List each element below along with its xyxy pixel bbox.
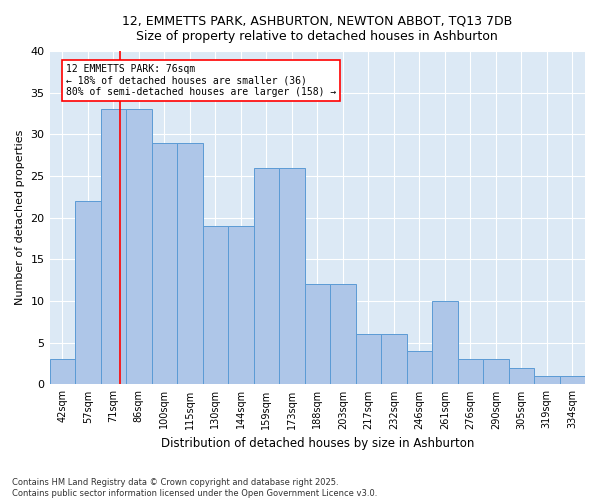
Bar xyxy=(330,284,356,384)
Bar xyxy=(101,110,126,384)
Text: 12 EMMETTS PARK: 76sqm
← 18% of detached houses are smaller (36)
80% of semi-det: 12 EMMETTS PARK: 76sqm ← 18% of detached… xyxy=(66,64,337,97)
Bar xyxy=(534,376,560,384)
Bar xyxy=(279,168,305,384)
Bar xyxy=(254,168,279,384)
Title: 12, EMMETTS PARK, ASHBURTON, NEWTON ABBOT, TQ13 7DB
Size of property relative to: 12, EMMETTS PARK, ASHBURTON, NEWTON ABBO… xyxy=(122,15,512,43)
Bar xyxy=(75,201,101,384)
Bar xyxy=(458,360,483,384)
Bar xyxy=(126,110,152,384)
Y-axis label: Number of detached properties: Number of detached properties xyxy=(15,130,25,306)
Bar xyxy=(228,226,254,384)
Bar xyxy=(432,301,458,384)
Text: Contains HM Land Registry data © Crown copyright and database right 2025.
Contai: Contains HM Land Registry data © Crown c… xyxy=(12,478,377,498)
Bar xyxy=(407,351,432,384)
Bar xyxy=(152,143,177,384)
Bar xyxy=(381,334,407,384)
Bar xyxy=(305,284,330,384)
Bar xyxy=(483,360,509,384)
X-axis label: Distribution of detached houses by size in Ashburton: Distribution of detached houses by size … xyxy=(161,437,474,450)
Bar xyxy=(560,376,585,384)
Bar xyxy=(177,143,203,384)
Bar xyxy=(356,334,381,384)
Bar xyxy=(509,368,534,384)
Bar xyxy=(50,360,75,384)
Bar xyxy=(203,226,228,384)
